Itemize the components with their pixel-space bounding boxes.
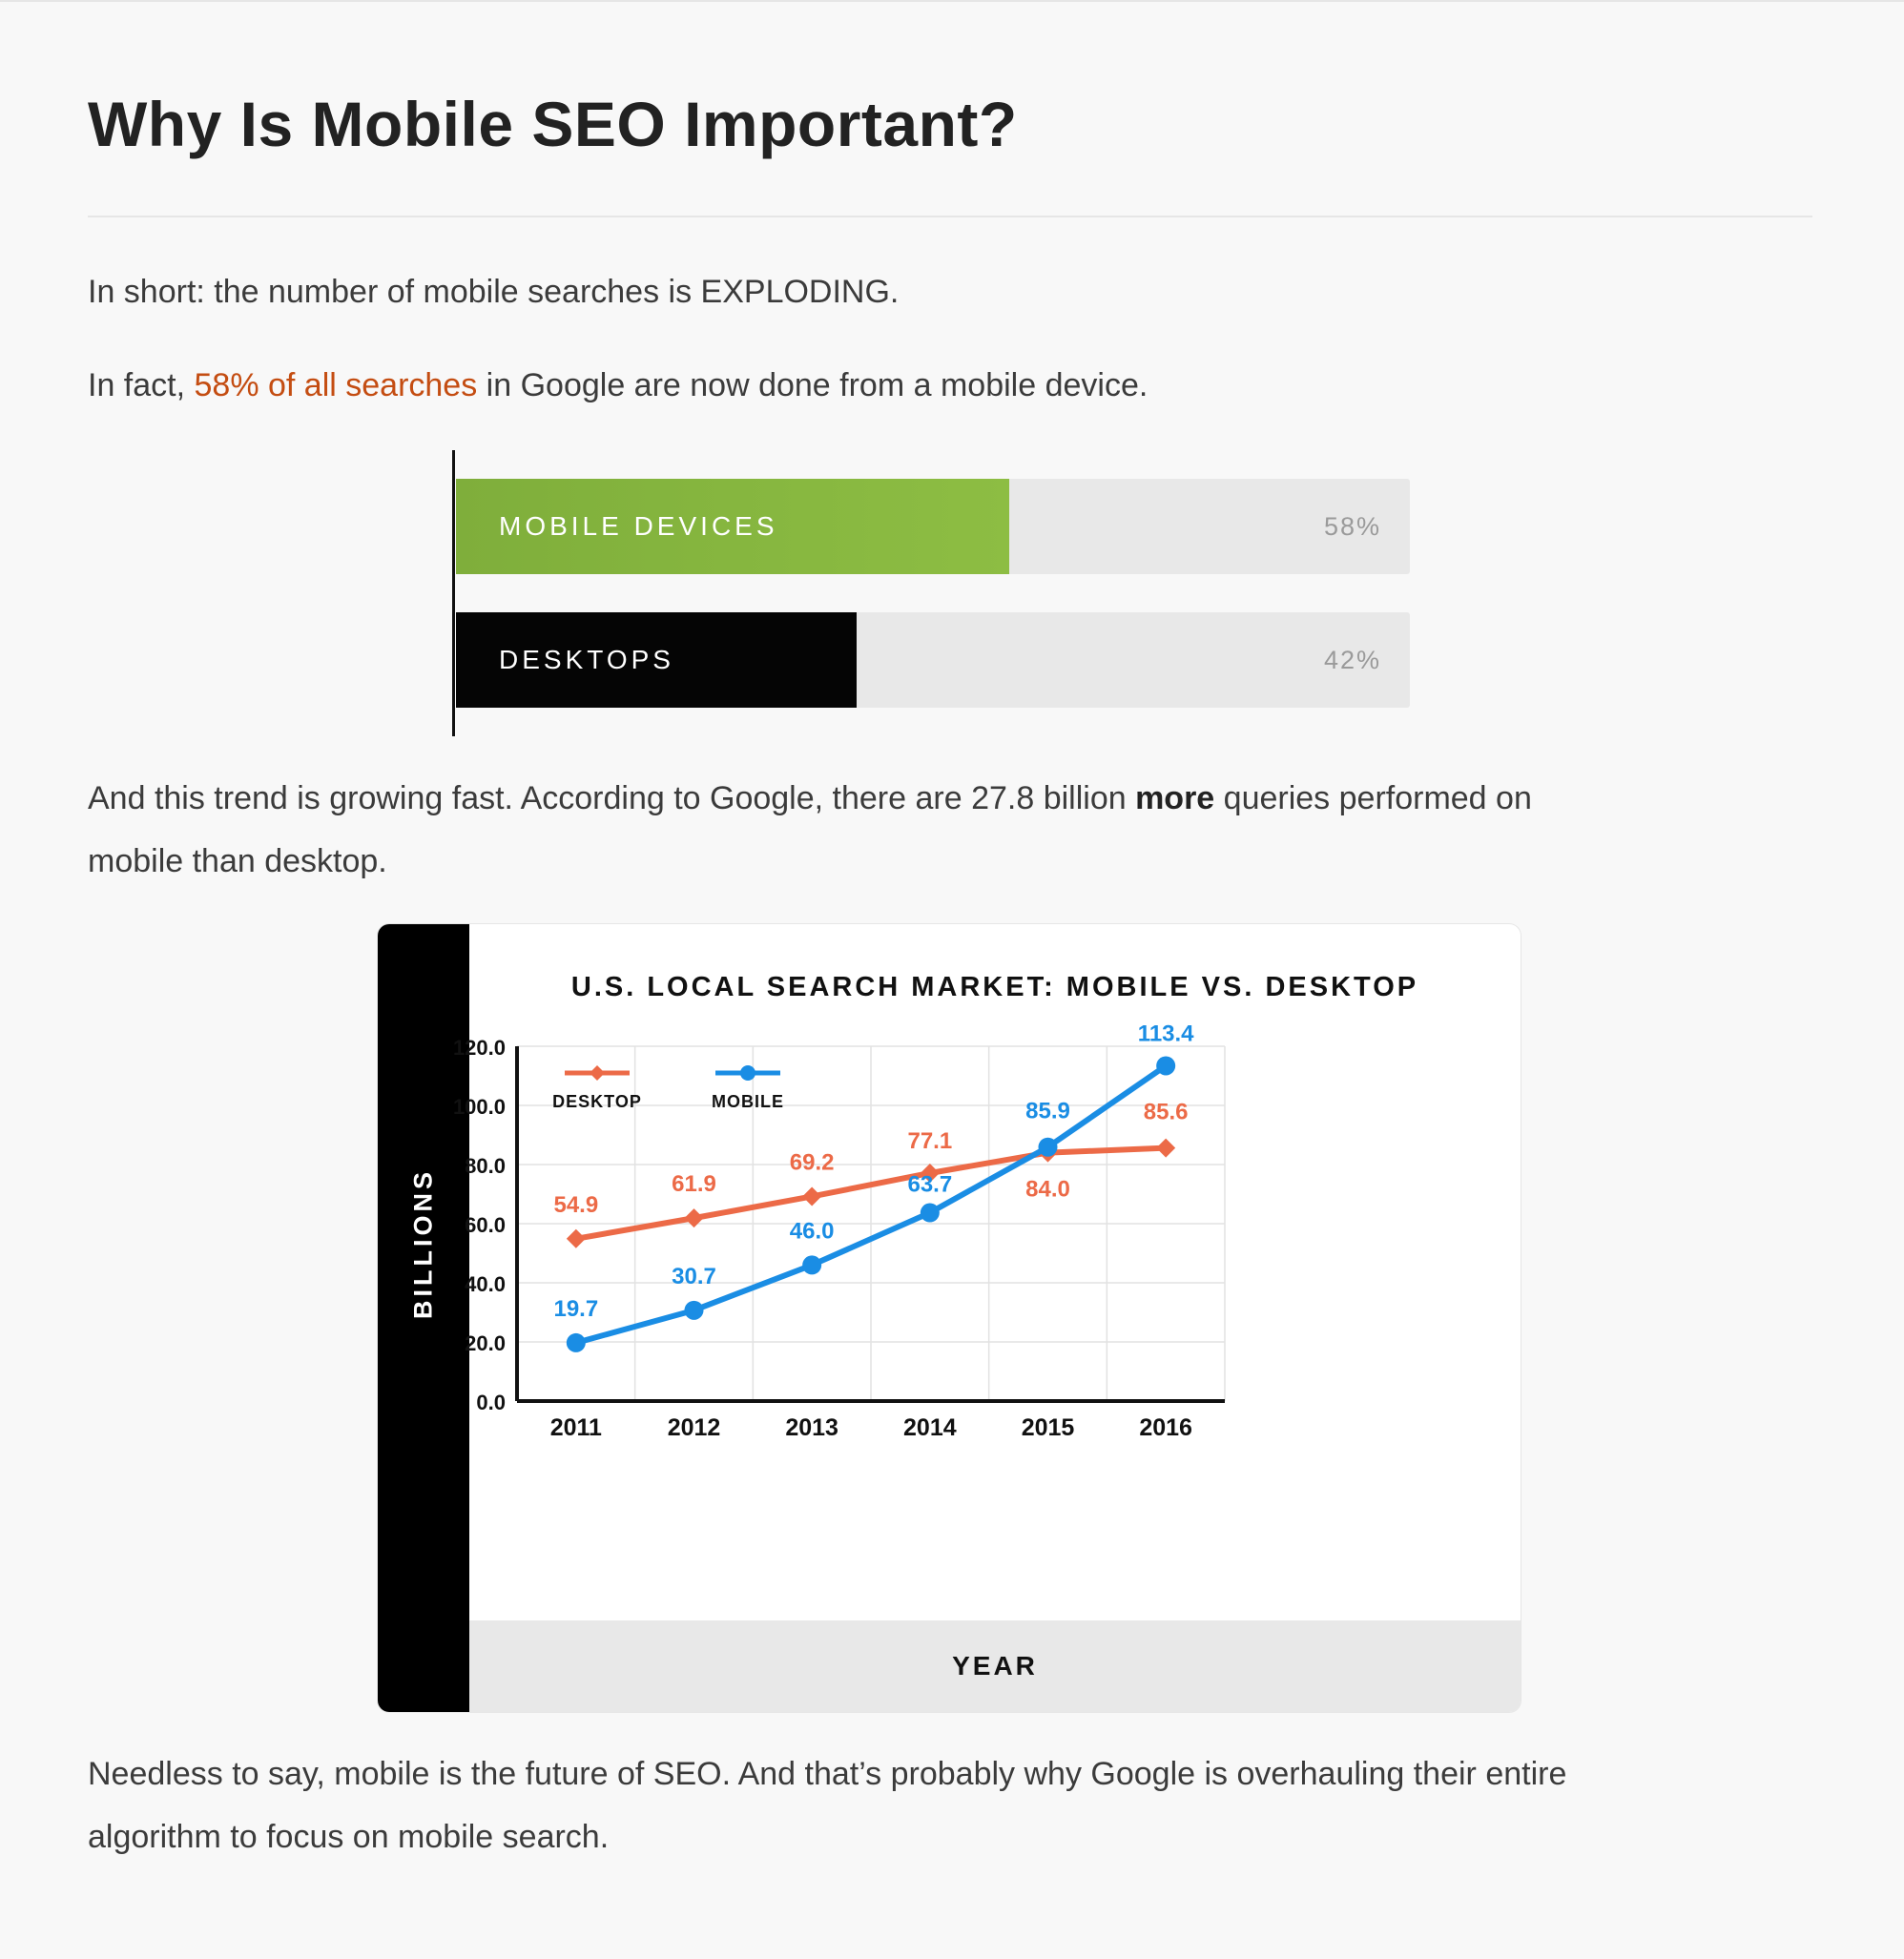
conclusion-line2: algorithm to focus on mobile search. — [88, 1819, 610, 1855]
chart-title: U.S. LOCAL SEARCH MARKET: MOBILE VS. DES… — [570, 972, 1419, 1002]
trend-text-before: And this trend is growing fast. Accordin… — [88, 780, 1136, 816]
top-border — [0, 0, 1904, 2]
page-title: Why Is Mobile SEO Important? — [88, 89, 1018, 159]
trend-text-bold: more — [1135, 780, 1215, 816]
data-point-desktop — [920, 1163, 940, 1183]
data-point-mobile — [920, 1203, 940, 1223]
desktop-bar-fill — [456, 612, 857, 708]
mobile-bar-percent: 58% — [1323, 512, 1381, 541]
x-tick-label: 2011 — [550, 1414, 602, 1441]
trend-text-after: queries performed on — [1214, 780, 1532, 816]
data-label-desktop: 61.9 — [672, 1171, 716, 1197]
data-label-mobile: 46.0 — [790, 1218, 835, 1244]
data-point-desktop — [802, 1186, 822, 1206]
data-label-mobile: 85.9 — [1025, 1099, 1070, 1124]
desktop-bar-percent: 42% — [1323, 646, 1381, 674]
y-tick-label: 100.0 — [453, 1095, 506, 1119]
trend-text-line2: mobile than desktop. — [88, 843, 387, 879]
x-axis-label-band: YEAR — [469, 1620, 1521, 1712]
y-axis-label-band: BILLIONS — [378, 924, 469, 1712]
y-tick-label: 60.0 — [465, 1213, 506, 1237]
y-tick-label: 120.0 — [453, 1036, 506, 1060]
bar-chart-axis — [452, 450, 455, 736]
title-divider — [88, 216, 1812, 217]
data-label-desktop: 54.9 — [553, 1192, 598, 1218]
stat-paragraph: In fact, 58% of all searches in Google a… — [88, 354, 1824, 417]
x-tick-label: 2014 — [903, 1414, 957, 1441]
data-point-mobile — [684, 1300, 704, 1320]
stat-text-after: in Google are now done from a mobile dev… — [477, 367, 1149, 403]
y-tick-label: 40.0 — [465, 1272, 506, 1296]
legend-label-desktop: DESKTOP — [552, 1092, 642, 1111]
data-label-desktop: 77.1 — [907, 1128, 952, 1154]
data-label-desktop: 85.6 — [1144, 1100, 1189, 1125]
device-share-bar-chart: MOBILE DEVICES 58% DESKTOPS 42% — [452, 450, 1416, 736]
legend-marker-desktop — [590, 1065, 605, 1081]
line-chart-svg: 0.0 20.0 40.0 60.0 80.0 100.0 120.0 2011 2012 201… — [453, 1021, 1226, 1441]
series-line-desktop — [572, 1144, 1169, 1242]
legend-label-mobile: MOBILE — [712, 1092, 784, 1111]
series-line-mobile — [572, 1062, 1169, 1346]
x-axis-label: YEAR — [952, 1651, 1038, 1681]
data-point-desktop — [566, 1228, 586, 1248]
conclusion-line1: Needless to say, mobile is the future of… — [88, 1756, 1567, 1792]
mobile-bar-track: MOBILE DEVICES 58% — [456, 479, 1410, 574]
legend-marker-mobile — [740, 1065, 755, 1081]
data-label-mobile: 19.7 — [553, 1296, 598, 1322]
desktop-bar-label: DESKTOPS — [499, 645, 674, 674]
desktop-bar-track: DESKTOPS 42% — [456, 612, 1410, 708]
data-point-desktop — [1156, 1138, 1176, 1158]
x-tick-label: 2013 — [785, 1414, 838, 1441]
y-tick-label: 80.0 — [465, 1154, 506, 1178]
x-tick-label: 2016 — [1139, 1414, 1192, 1441]
mobile-bar-fill — [456, 479, 1009, 574]
y-tick-label: 20.0 — [465, 1331, 506, 1355]
stat-text-before: In fact, — [88, 367, 195, 403]
data-point-mobile — [1156, 1056, 1176, 1076]
data-label-mobile: 113.4 — [1138, 1021, 1194, 1046]
search-market-chart: BILLIONS U.S. LOCAL SEARCH MARKET: MOBIL… — [378, 924, 1521, 1712]
data-label-desktop: 84.0 — [1025, 1177, 1070, 1203]
data-point-mobile — [566, 1332, 586, 1352]
trend-paragraph: And this trend is growing fast. Accordin… — [88, 767, 1824, 893]
data-point-desktop — [684, 1208, 704, 1228]
intro-paragraph: In short: the number of mobile searches … — [88, 274, 900, 310]
data-label-mobile: 30.7 — [672, 1264, 716, 1289]
searches-stat-link[interactable]: 58% of all searches — [194, 367, 478, 403]
x-tick-label: 2015 — [1022, 1414, 1075, 1441]
y-tick-label: 0.0 — [476, 1391, 506, 1414]
x-tick-label: 2012 — [668, 1414, 721, 1441]
data-label-desktop: 69.2 — [790, 1149, 835, 1175]
data-label-mobile: 63.7 — [907, 1172, 952, 1198]
data-point-mobile — [1038, 1137, 1058, 1157]
data-point-mobile — [802, 1255, 822, 1275]
conclusion-paragraph: Needless to say, mobile is the future of… — [88, 1742, 1824, 1868]
mobile-bar-label: MOBILE DEVICES — [499, 511, 778, 541]
